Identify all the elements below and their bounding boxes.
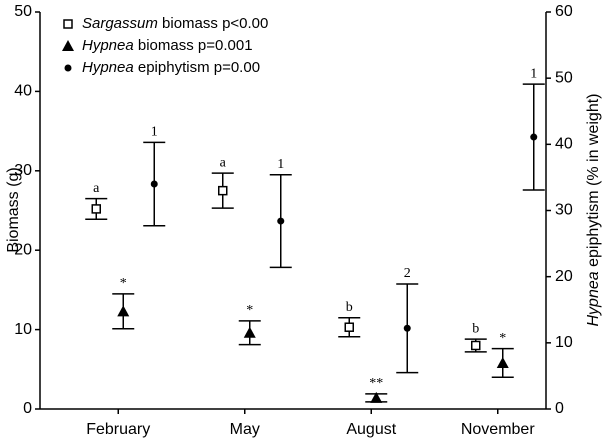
y2-tick-label: 0: [555, 400, 564, 417]
y2-tick-label: 40: [555, 136, 573, 153]
y-tick-label: 10: [14, 321, 32, 338]
annotation: *: [499, 331, 506, 346]
x-tick-label: February: [86, 421, 150, 438]
y-axis-label: Biomass (g): [5, 167, 22, 252]
legend-label: Sargassum biomass p<0.00: [82, 15, 268, 32]
point: [91, 204, 101, 214]
point: [117, 305, 130, 317]
annotation: 2: [404, 266, 411, 281]
y2-tick-label: 20: [555, 268, 573, 285]
point: [150, 180, 158, 188]
x-tick-label: November: [461, 421, 535, 438]
annotation: **: [369, 376, 383, 391]
y2-tick-label: 10: [555, 334, 573, 351]
y-tick-label: 50: [14, 3, 32, 20]
annotation: *: [246, 303, 253, 318]
annotation: b: [472, 321, 479, 336]
point: [277, 217, 285, 225]
annotation: b: [346, 300, 353, 315]
point: [530, 133, 538, 141]
point: [403, 324, 411, 332]
point: [243, 326, 256, 338]
point: [370, 391, 383, 403]
y2-tick-label: 30: [555, 202, 573, 219]
x-tick-label: August: [346, 421, 396, 438]
point: [218, 185, 228, 196]
y-tick-label: 20: [14, 241, 32, 258]
y2-tick-label: 50: [555, 69, 573, 86]
annotation: a: [220, 155, 227, 170]
x-tick-label: May: [230, 421, 260, 438]
point: [471, 340, 481, 351]
annotation: 1: [277, 157, 284, 172]
y2-axis-label: Hypnea epiphytism (% in weight): [585, 94, 602, 327]
y-tick-label: 30: [14, 162, 32, 179]
point: [344, 322, 354, 332]
point: [63, 19, 73, 29]
point: [62, 40, 74, 51]
y2-tick-label: 60: [555, 3, 573, 20]
annotation: 1: [530, 66, 537, 81]
legend-label: Hypnea biomass p=0.001: [82, 37, 253, 54]
point: [496, 356, 509, 368]
y-tick-label: 40: [14, 83, 32, 100]
y-tick-label: 0: [23, 400, 32, 417]
point: [64, 64, 72, 72]
annotation: *: [120, 276, 127, 291]
annotation: 1: [151, 125, 158, 140]
annotation: a: [93, 181, 100, 196]
legend-label: Hypnea epiphytism p=0.00: [82, 59, 260, 76]
